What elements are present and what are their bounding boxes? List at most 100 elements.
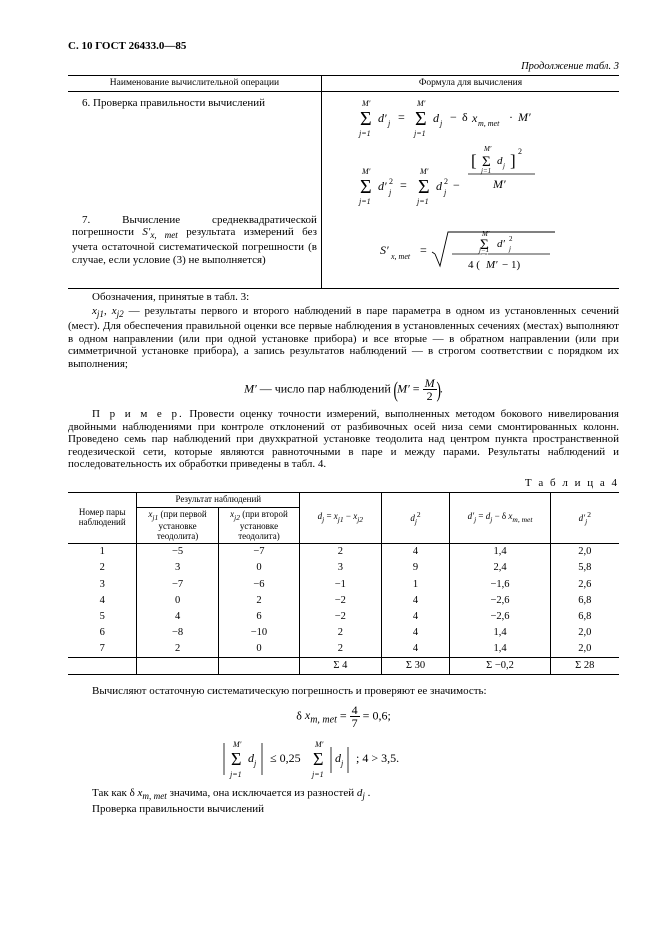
svg-text:d: d (436, 179, 443, 193)
svg-text:M′: M′ (483, 145, 492, 153)
table-cell: 2 (218, 593, 299, 609)
t4-h-c2group: Результат наблюдений (137, 492, 300, 507)
svg-text:M′: M′ (361, 167, 371, 176)
svg-text:j=1: j=1 (480, 167, 491, 175)
svg-text:[: [ (471, 151, 477, 170)
svg-text:2: 2 (509, 235, 513, 243)
table-cell: −6 (218, 577, 299, 593)
t3-row6-formula1: M′ Σ j=1 d′ j = M′ Σ j=1 d j − δ x m, me… (321, 91, 619, 142)
svg-text:S′: S′ (380, 243, 389, 257)
example-paragraph: П р и м е р. Провести оценку точности из… (68, 408, 619, 471)
table-cell: −2 (300, 609, 381, 625)
svg-text:j=1: j=1 (358, 129, 371, 138)
svg-text:m, met: m, met (478, 119, 500, 128)
after-p1: Вычисляют остаточную систематическую пог… (68, 685, 619, 698)
svg-text:2: 2 (444, 177, 448, 186)
t4-h-c5: d′j = dj − δ xm, met (450, 492, 550, 544)
svg-text:j: j (340, 759, 344, 768)
table-3: Наименование вычислительной операции Фор… (68, 75, 619, 289)
svg-text:d′: d′ (378, 179, 387, 193)
table-cell: 3 (68, 577, 137, 593)
svg-text:2: 2 (389, 177, 393, 186)
svg-text:j: j (387, 119, 391, 128)
table-cell: 2,0 (550, 641, 619, 658)
table-cell: 2,6 (550, 577, 619, 593)
svg-text:2: 2 (518, 147, 522, 156)
svg-text:j: j (508, 245, 511, 253)
svg-text:Σ: Σ (415, 108, 427, 130)
svg-text:j: j (443, 188, 447, 197)
table-cell: −8 (137, 625, 218, 641)
notations-p1: xj1, xj2 — результаты первого и второго … (68, 305, 619, 370)
svg-text:j: j (502, 162, 505, 170)
svg-text:Σ: Σ (418, 176, 430, 198)
table-cell: 1,4 (450, 641, 550, 658)
svg-text:j: j (253, 759, 257, 768)
svg-text:j=1: j=1 (229, 770, 242, 779)
after-p2: Так как δ xm, met значима, она исключает… (68, 787, 619, 802)
table-cell: −7 (218, 544, 299, 561)
svg-text:M′: M′ (492, 177, 506, 191)
table-cell: −2,6 (450, 593, 550, 609)
table-cell: 4 (137, 609, 218, 625)
svg-text:·: · (509, 110, 513, 124)
table-cell: −1 (300, 577, 381, 593)
t3-row7-formula: S′ x, met = M′ Σ j=1 d′ 2 j (321, 212, 619, 289)
svg-text:−: − (453, 178, 460, 192)
table-cell: 0 (218, 560, 299, 576)
svg-text:d: d (433, 111, 440, 125)
svg-text:j: j (439, 119, 443, 128)
table-cell: 6,8 (550, 609, 619, 625)
table-cell: 0 (218, 641, 299, 658)
t4-sum-row: Σ 4 Σ 30 Σ −0,2 Σ 28 (68, 657, 619, 674)
table-cell: 4 (381, 544, 450, 561)
svg-text:≤ 0,25: ≤ 0,25 (270, 751, 301, 765)
t4-h-c1: Номер пары наблюдений (68, 492, 137, 544)
inequality: M′ Σ j=1 d j ≤ 0,25 M′ Σ j=1 d j ; 4 > 3… (68, 735, 619, 781)
svg-text:M′: M′ (314, 740, 324, 749)
svg-text:Σ: Σ (313, 749, 323, 769)
table-cell: 2 (300, 641, 381, 658)
t3-head-op: Наименование вычислительной операции (68, 75, 321, 91)
table-cell: −5 (137, 544, 218, 561)
svg-text:Σ: Σ (360, 108, 372, 130)
t3-row7-left: 7. Вычисление среднеквадратической погре… (68, 212, 321, 289)
table-cell: 6 (218, 609, 299, 625)
table-row: 546−24−2,66,8 (68, 609, 619, 625)
t3-head-formula: Формула для вычисления (321, 75, 619, 91)
table-cell: 2,4 (450, 560, 550, 576)
table-cell: 6,8 (550, 593, 619, 609)
table-cell: 3 (300, 560, 381, 576)
inequality-svg: M′ Σ j=1 d j ≤ 0,25 M′ Σ j=1 d j ; 4 > 3… (214, 735, 474, 781)
table-cell: 5,8 (550, 560, 619, 576)
table-cell: −10 (218, 625, 299, 641)
svg-text:; 4 > 3,5.: ; 4 > 3,5. (356, 751, 399, 765)
after-p3: Проверка правильности вычислений (68, 803, 619, 816)
svg-text:]: ] (510, 151, 516, 170)
svg-text:Σ: Σ (231, 749, 241, 769)
formula-sum-d2: M′ Σ j=1 d′ 2 j = M′ Σ j=1 d 2 j − [ M′ … (340, 144, 600, 210)
svg-text:j=1: j=1 (416, 197, 429, 206)
svg-text:j=1: j=1 (478, 246, 489, 254)
table-cell: 4 (381, 609, 450, 625)
table-cell: −7 (137, 577, 218, 593)
page-header: С. 10 ГОСТ 26433.0—85 (68, 40, 619, 53)
table-4: Номер пары наблюдений Результат наблюден… (68, 492, 619, 675)
table-cell: 9 (381, 560, 450, 576)
svg-text:M′: M′ (361, 99, 371, 108)
svg-text:x, met: x, met (390, 252, 411, 261)
t4-h-c2a: xj1 (при первой установке теодолита) (137, 507, 218, 544)
table-cell: 4 (381, 641, 450, 658)
svg-text:=: = (420, 243, 427, 257)
table-cell: −1,6 (450, 577, 550, 593)
table-cell: 1,4 (450, 544, 550, 561)
table-cell: 7 (68, 641, 137, 658)
table-cell: 2,0 (550, 544, 619, 561)
table-cell: 0 (137, 593, 218, 609)
table-cell: 2 (68, 560, 137, 576)
svg-text:x: x (471, 111, 478, 125)
table-row: 3−7−6−11−1,62,6 (68, 577, 619, 593)
delta-equation: δ xm, met = 47 = 0,6; (68, 704, 619, 729)
svg-text:j=1: j=1 (413, 129, 426, 138)
svg-text:j=1: j=1 (311, 770, 324, 779)
